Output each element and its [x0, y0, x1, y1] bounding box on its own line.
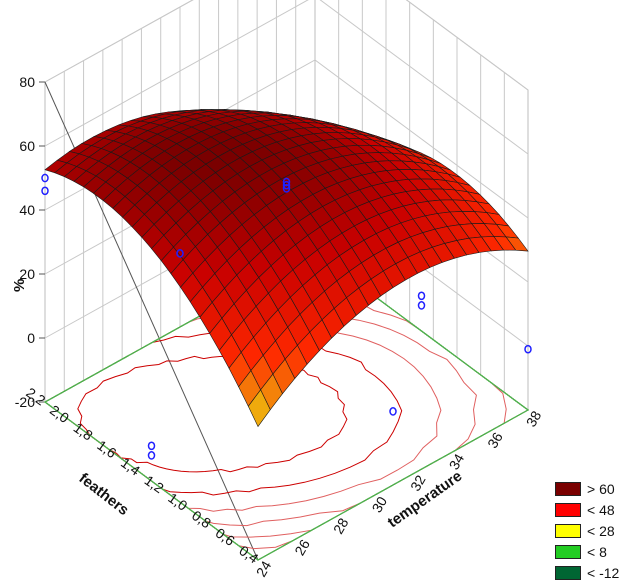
y-tick-label: 1,8: [71, 419, 96, 443]
legend: > 60 < 48 < 28 < 8 < -12: [555, 478, 634, 583]
legend-swatch: [555, 565, 581, 580]
x-tick-label: 26: [291, 536, 313, 558]
x-axis-ticks: 24 26 28 30 32 34 36 38: [253, 408, 545, 580]
z-tick-label: 20: [19, 266, 35, 282]
data-point: [41, 186, 49, 196]
legend-item: < 28: [555, 520, 634, 541]
data-point: [524, 344, 532, 354]
y-tick-label: 1,6: [94, 437, 119, 461]
y-tick-label: 1,2: [142, 472, 167, 496]
legend-label: < -12: [587, 564, 620, 581]
data-point: [417, 291, 426, 301]
y-tick-label: 2,0: [47, 402, 72, 426]
data-point: [147, 441, 156, 451]
legend-item: < 8: [555, 541, 634, 562]
data-point: [282, 184, 291, 193]
y-tick-label: 0,6: [213, 525, 238, 549]
grid-line: [44, 0, 529, 91]
legend-item: > 60: [555, 478, 634, 499]
z-tick-label: 60: [19, 138, 35, 154]
legend-item: < 48: [555, 499, 634, 520]
x-tick-label: 34: [446, 451, 468, 473]
observed-points: [41, 173, 532, 460]
legend-swatch: [555, 523, 581, 538]
data-point: [389, 407, 397, 416]
legend-label: > 60: [587, 480, 615, 497]
z-axis-title: %: [11, 279, 28, 292]
legend-label: < 8: [587, 543, 607, 560]
data-point: [147, 451, 156, 460]
z-tick-label: 40: [19, 202, 35, 218]
legend-label: < 48: [587, 501, 615, 518]
data-point: [282, 180, 291, 190]
legend-swatch: [555, 502, 581, 517]
x-tick-label: 38: [523, 408, 545, 430]
contour-line: [77, 355, 348, 473]
data-point: [282, 177, 291, 187]
z-tick-label: -20: [15, 394, 35, 410]
legend-swatch: [555, 481, 581, 496]
data-point: [176, 249, 184, 258]
x-tick-label: 32: [407, 472, 429, 494]
legend-label: < 28: [587, 522, 615, 539]
x-tick-label: 36: [484, 429, 506, 451]
data-point: [417, 301, 426, 310]
x-axis-title: temperature: [385, 468, 466, 532]
y-axis-title: feathers: [76, 470, 132, 519]
x-tick-label: 30: [368, 494, 390, 516]
z-tick-label: 80: [19, 74, 35, 90]
surface-cell: [247, 389, 271, 428]
legend-swatch: [555, 544, 581, 559]
x-tick-label: 24: [253, 558, 275, 580]
y-axis-ticks: 2,22,01,81,61,41,21,00,80,60,4: [23, 384, 261, 566]
response-surface: [44, 109, 529, 428]
legend-item: < -12: [555, 562, 634, 583]
grid-line: [44, 0, 529, 155]
y-tick-label: 1,0: [165, 490, 190, 514]
z-tick-label: 0: [27, 330, 35, 346]
data-point: [41, 173, 49, 183]
z-axis-ticks: 80 60 40 20 0 -20: [15, 74, 45, 410]
x-tick-label: 28: [330, 515, 352, 537]
